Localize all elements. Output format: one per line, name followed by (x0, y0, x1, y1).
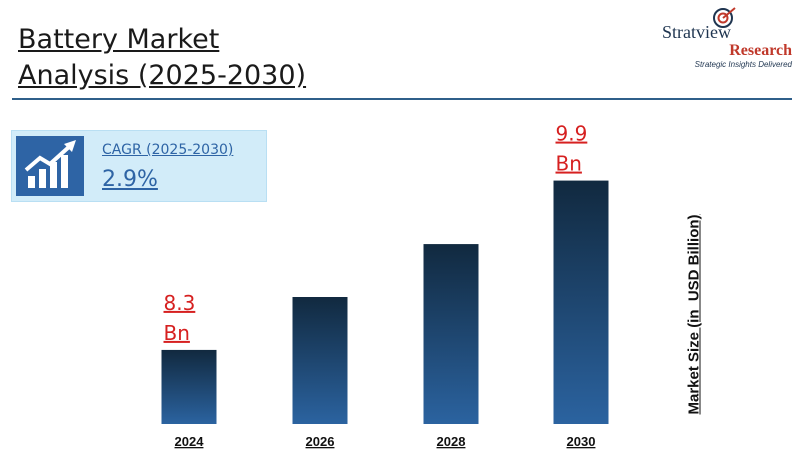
cagr-value: 2.9% (102, 167, 158, 192)
x-tick-label-2028: 2028 (437, 434, 466, 449)
title-line-2: Analysis (2025-2030) (18, 60, 307, 91)
logo-name: Stratview (662, 22, 731, 42)
bar-2026 (292, 297, 348, 424)
header-divider (12, 98, 792, 100)
cagr-label: CAGR (2025-2030) (102, 142, 234, 158)
data-label-2024-line2: Bn (164, 321, 190, 345)
data-label-2024-line1: 8.3 (164, 291, 196, 315)
data-label-2030-line2: Bn (556, 152, 582, 176)
x-tick-label-2030: 2030 (567, 434, 596, 449)
logo-sub: Research (729, 42, 792, 59)
data-label-2030-line1: 9.9 (556, 122, 588, 146)
x-tick-label-2026: 2026 (306, 434, 335, 449)
title-line-1: Battery Market (18, 24, 220, 55)
bar-2024 (161, 349, 217, 424)
x-tick-label-2024: 2024 (175, 434, 205, 449)
brand-logo: Stratview Research Strategic Insights De… (656, 4, 796, 69)
target-arrow-icon (713, 7, 736, 28)
y-axis-label: Market Size (in USD Billion) (685, 214, 703, 415)
bar-2030 (553, 180, 609, 424)
page-title: Battery Market Analysis (2025-2030) (18, 22, 306, 94)
cagr-panel: CAGR (2025-2030) 2.9% (11, 130, 267, 202)
logo-tagline: Strategic Insights Delivered (694, 60, 792, 69)
bar-2028 (423, 244, 479, 424)
growth-chart-icon (16, 136, 84, 196)
